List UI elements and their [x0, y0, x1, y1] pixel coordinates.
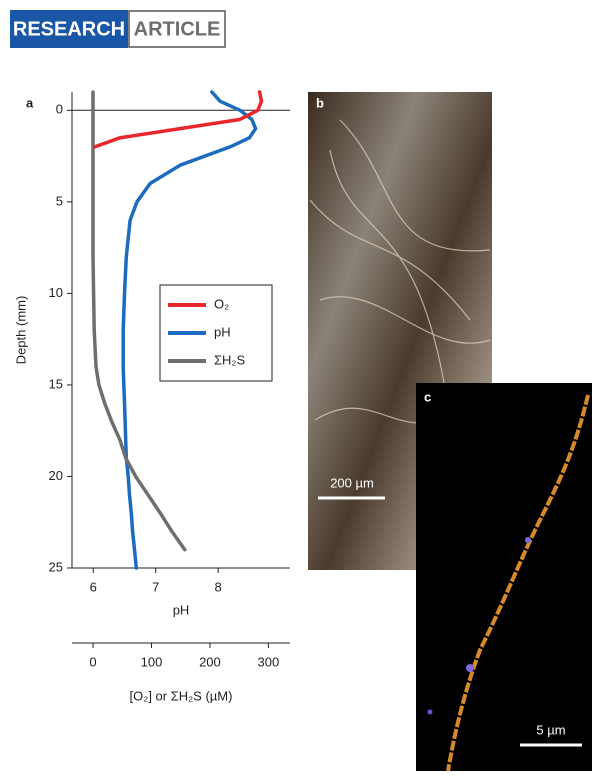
filament: [446, 394, 590, 772]
legend-label: pH: [214, 324, 231, 339]
x-tick-label: 7: [152, 579, 159, 594]
y-tick-label: 25: [49, 559, 63, 574]
legend-label: O₂: [214, 296, 229, 311]
series-line: [91, 90, 187, 552]
scale-label: 5 µm: [536, 722, 565, 737]
x2-tick-label: 300: [258, 654, 280, 669]
panel-a: a Depth (mm) pH [O₂] or ΣH₂S (µM): [13, 95, 232, 703]
x2-tick-label: 100: [141, 654, 163, 669]
panel-label: a: [26, 95, 34, 110]
y-tick-label: 0: [56, 102, 63, 117]
filaments: [309, 119, 491, 424]
x2-tick-label: 200: [199, 654, 221, 669]
spot: [466, 664, 474, 672]
spot: [525, 537, 531, 543]
kind: ARTICLE: [134, 18, 221, 40]
kind-box: [128, 10, 226, 48]
series-line: [93, 90, 264, 149]
section: RESEARCH: [13, 18, 125, 40]
y-axis-label: Depth (mm): [13, 296, 28, 365]
series-line: [121, 90, 258, 570]
panel-label: b: [316, 95, 324, 110]
x2-tick-label: 0: [89, 654, 96, 669]
y-tick-label: 5: [56, 193, 63, 208]
x2-axis-label: [O₂] or ΣH₂S (µM): [130, 688, 233, 703]
section-box: [10, 10, 128, 48]
legend-label: ΣH₂S: [214, 352, 245, 367]
x-tick-label: 6: [90, 579, 97, 594]
panel-c: c 5 µm: [416, 383, 592, 772]
y-tick-label: 15: [49, 376, 63, 391]
x-tick-label: 8: [215, 579, 222, 594]
y-tick-label: 10: [49, 285, 63, 300]
panel-label: c: [424, 389, 431, 404]
micrograph: [416, 383, 592, 771]
legend: [159, 284, 273, 382]
y-tick-label: 20: [49, 468, 63, 483]
x-axis-label: pH: [173, 602, 190, 617]
spot: [427, 709, 433, 715]
scale-label: 200 µm: [330, 475, 374, 490]
